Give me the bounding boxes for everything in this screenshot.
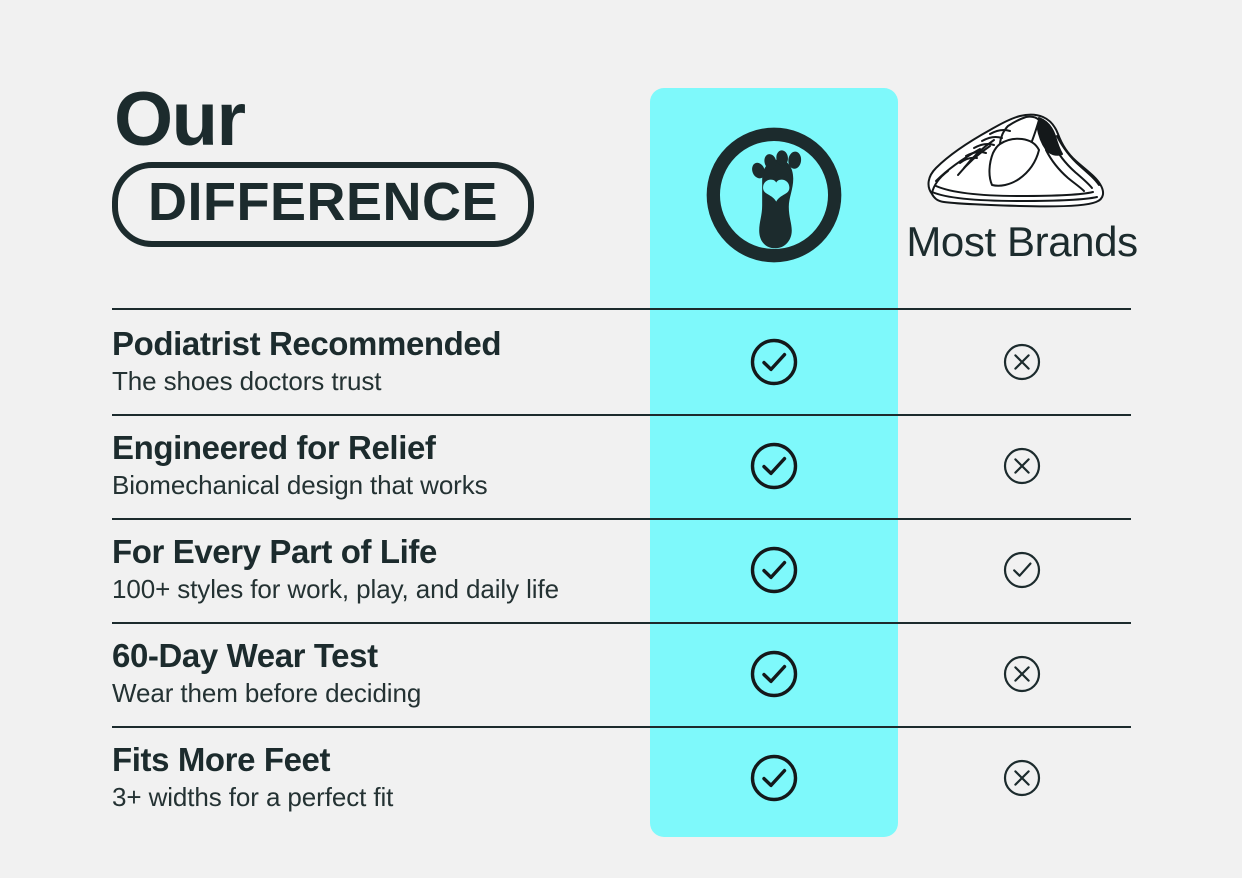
check-circle-icon [748,752,800,804]
feature-subtitle: Wear them before deciding [112,678,422,709]
check-circle-icon [748,440,800,492]
our-brand-cell [650,440,898,492]
feature-subtitle: Biomechanical design that works [112,470,488,501]
most-brands-label: Most Brands [906,218,1138,265]
cross-circle-icon [1001,445,1043,487]
feature-cell: 60-Day Wear Test Wear them before decidin… [0,637,650,709]
our-brand-cell [650,752,898,804]
feature-subtitle: 100+ styles for work, play, and daily li… [112,574,559,605]
our-brand-cell [650,336,898,388]
page-title: Our DIFFERENCE [112,77,582,247]
most-brands-cell [898,549,1146,591]
most-brands-cell [898,653,1146,695]
check-circle-icon [748,336,800,388]
row-divider [112,518,1131,520]
feature-cell: Engineered for Relief Biomechanical desig… [0,429,650,501]
feature-title: Engineered for Relief [112,429,436,467]
table-row: Engineered for Relief Biomechanical desig… [0,414,1242,518]
feature-title: 60-Day Wear Test [112,637,378,675]
our-brand-header-cell [650,88,898,306]
feature-title: Fits More Feet [112,741,331,779]
check-circle-icon [1001,549,1043,591]
comparison-header: Our DIFFERENCE [0,0,1242,308]
row-divider [112,726,1131,728]
feature-subtitle: The shoes doctors trust [112,366,382,397]
row-divider [112,414,1131,416]
table-row: For Every Part of Life 100+ styles for wo… [0,518,1242,622]
title-line-difference: DIFFERENCE [112,162,535,247]
most-brands-cell [898,445,1146,487]
sneaker-illustration-icon [916,96,1128,216]
row-divider [112,622,1131,624]
feature-cell: Podiatrist Recommended The shoes doctors … [0,325,650,397]
title-line-our: Our [114,77,246,162]
feature-cell: Fits More Feet 3+ widths for a perfect fi… [0,741,650,813]
our-brand-cell [650,648,898,700]
table-row: 60-Day Wear Test Wear them before decidin… [0,622,1242,726]
check-circle-icon [748,544,800,596]
footprint-heart-logo-icon [700,121,848,274]
table-row: Fits More Feet 3+ widths for a perfect fi… [0,726,1242,830]
feature-title: Podiatrist Recommended [112,325,502,363]
check-circle-icon [748,648,800,700]
cross-circle-icon [1001,757,1043,799]
table-row: Podiatrist Recommended The shoes doctors … [0,310,1242,414]
our-brand-cell [650,544,898,596]
feature-subtitle: 3+ widths for a perfect fit [112,782,394,813]
most-brands-header-cell: Most Brands [898,88,1146,306]
row-divider [112,308,1131,310]
feature-title: For Every Part of Life [112,533,437,571]
most-brands-cell [898,341,1146,383]
most-brands-cell [898,757,1146,799]
feature-cell: For Every Part of Life 100+ styles for wo… [0,533,650,605]
cross-circle-icon [1001,653,1043,695]
cross-circle-icon [1001,341,1043,383]
